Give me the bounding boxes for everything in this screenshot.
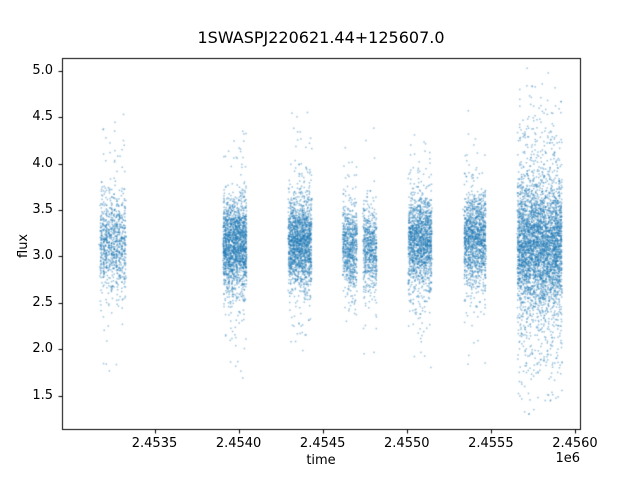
x-tick-label: 2.4545 bbox=[299, 436, 346, 451]
y-tick-label: 2.0 bbox=[32, 341, 53, 357]
y-tick-label: 2.5 bbox=[32, 294, 53, 310]
x-axis-offset-label: 1e6 bbox=[555, 451, 580, 466]
y-tick-label: 3.0 bbox=[32, 248, 53, 264]
x-tick-label: 2.4535 bbox=[131, 436, 178, 451]
x-axis-label: time bbox=[306, 453, 336, 468]
x-tick-label: 2.4550 bbox=[384, 436, 430, 451]
y-tick-label: 1.5 bbox=[32, 387, 53, 403]
y-tick-label: 3.5 bbox=[32, 202, 53, 218]
chart-title: 1SWASPJ220621.44+125607.0 bbox=[197, 28, 445, 47]
x-tick-label: 2.4555 bbox=[468, 436, 514, 451]
x-tick-label: 2.4560 bbox=[552, 436, 598, 451]
y-tick-label: 5.0 bbox=[32, 62, 53, 78]
y-tick-label: 4.0 bbox=[32, 155, 53, 171]
y-tick-label: 4.5 bbox=[32, 109, 53, 125]
x-tick-label: 2.4540 bbox=[215, 436, 262, 451]
